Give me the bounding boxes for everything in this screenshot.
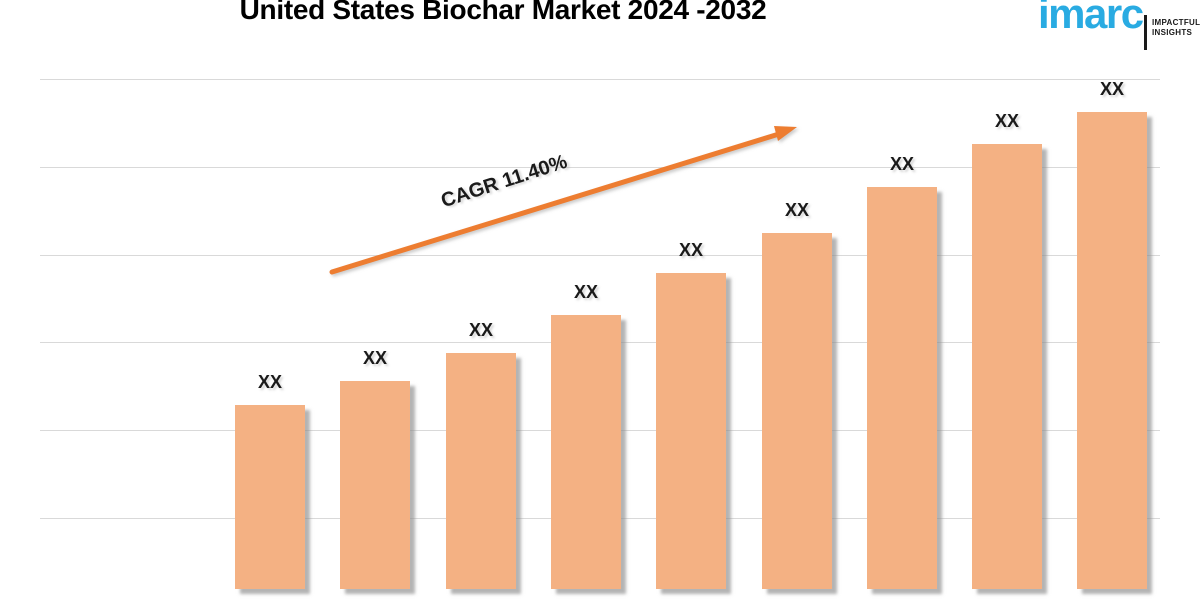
- bar-value-label: XX: [994, 111, 1019, 131]
- bar-value-label: XX: [784, 200, 809, 220]
- bar-value-label: XX: [362, 348, 387, 368]
- bar-value-label: XX: [468, 320, 493, 340]
- logo-divider: [1144, 15, 1147, 50]
- tagline-line1: IMPACTFUL: [1152, 18, 1200, 27]
- gridline: [40, 79, 1160, 80]
- bar-value-label: XX: [1099, 79, 1124, 99]
- imarc-wordmark: imarc: [1038, 0, 1144, 37]
- gridline: [40, 167, 1160, 168]
- bar-value-label: XX: [573, 282, 598, 302]
- chart-title: United States Biochar Market 2024 -2032: [239, 0, 767, 25]
- bar-8: [972, 144, 1042, 589]
- bar-4: [551, 315, 621, 589]
- bar-2: [340, 381, 410, 589]
- bar-value-label: XX: [889, 154, 914, 174]
- imarc-logo: imarc IMPACTFUL INSIGHTS: [1038, 0, 1200, 56]
- bar-6: [762, 233, 832, 589]
- bar-3: [446, 353, 516, 589]
- bar-7: [867, 187, 937, 589]
- bar-9: [1077, 112, 1147, 589]
- bar-5: [656, 273, 726, 589]
- tagline-line2: INSIGHTS: [1152, 28, 1193, 37]
- gridline: [40, 255, 1160, 256]
- bar-value-label: XX: [257, 372, 282, 392]
- bar-1: [235, 405, 305, 589]
- bar-value-label: XX: [678, 240, 703, 260]
- logo-tagline: IMPACTFUL INSIGHTS: [1152, 18, 1200, 38]
